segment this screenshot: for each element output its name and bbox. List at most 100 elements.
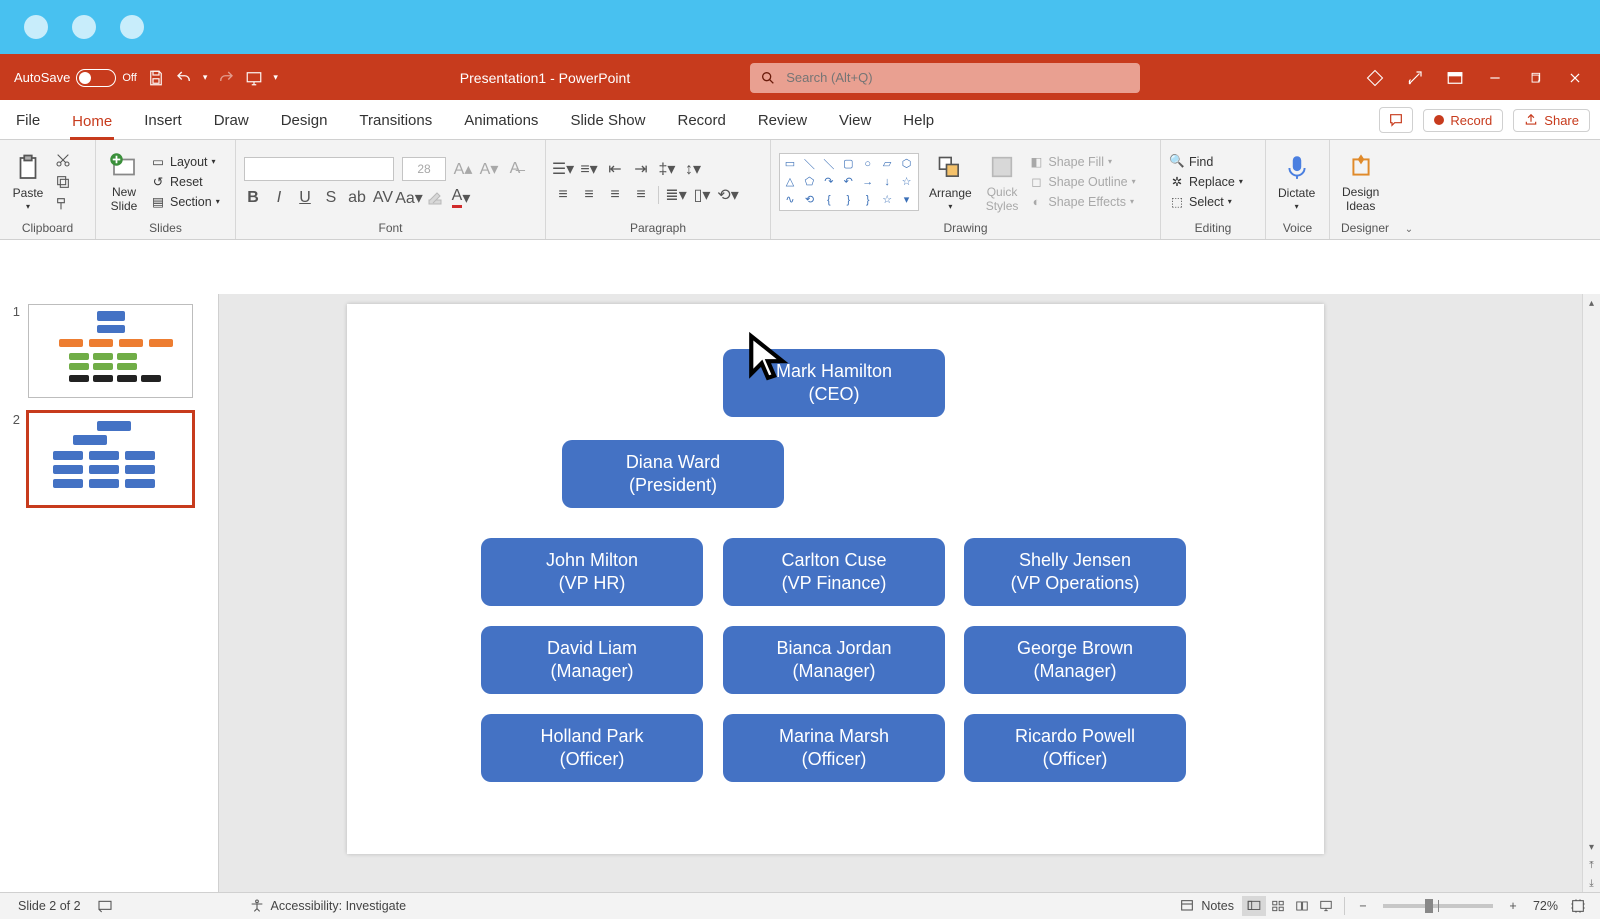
save-icon[interactable] <box>147 69 165 87</box>
tab-review[interactable]: Review <box>756 104 809 139</box>
justify-icon[interactable]: ≡ <box>632 186 650 204</box>
shape-outline-button[interactable]: ◻Shape Outline▾ <box>1028 174 1135 190</box>
tab-view[interactable]: View <box>837 104 873 139</box>
orgchart-node-m3[interactable]: George Brown(Manager) <box>964 626 1186 694</box>
slide-thumbnail-1[interactable] <box>28 304 193 398</box>
tab-insert[interactable]: Insert <box>142 104 184 139</box>
scroll-down-icon[interactable]: ▾ <box>1583 838 1600 856</box>
font-color-icon[interactable]: A▾ <box>452 189 470 207</box>
align-center-icon[interactable]: ≡ <box>580 186 598 204</box>
reset-button[interactable]: ↺Reset <box>150 174 220 190</box>
search-input[interactable] <box>786 70 1130 85</box>
tab-design[interactable]: Design <box>279 104 330 139</box>
char-spacing-icon[interactable]: AV <box>374 189 392 207</box>
redo-icon[interactable] <box>217 69 235 87</box>
clear-format-icon[interactable]: A̶ <box>506 160 524 178</box>
prev-slide-icon[interactable]: ⤒ <box>1583 856 1600 874</box>
mac-traffic-light[interactable] <box>72 15 96 39</box>
zoom-in-icon[interactable]: + <box>1501 896 1525 916</box>
underline-icon[interactable]: U <box>296 189 314 207</box>
find-button[interactable]: 🔍Find <box>1169 154 1243 170</box>
align-left-icon[interactable]: ≡ <box>554 186 572 204</box>
fit-to-window-icon[interactable] <box>1566 896 1590 916</box>
tab-transitions[interactable]: Transitions <box>357 104 434 139</box>
language-icon[interactable] <box>89 898 121 914</box>
orgchart-node-m1[interactable]: David Liam(Manager) <box>481 626 703 694</box>
smartart-icon[interactable]: ⟲▾ <box>719 186 737 204</box>
tab-draw[interactable]: Draw <box>212 104 251 139</box>
numbering-icon[interactable]: ≡▾ <box>580 160 598 178</box>
close-icon[interactable] <box>1566 69 1584 87</box>
arrange-button[interactable]: Arrange▾ <box>925 150 976 213</box>
orgchart-node-m2[interactable]: Bianca Jordan(Manager) <box>723 626 945 694</box>
align-right-icon[interactable]: ≡ <box>606 186 624 204</box>
minimize-icon[interactable] <box>1486 69 1504 87</box>
bullets-icon[interactable]: ☰▾ <box>554 160 572 178</box>
line-spacing-icon[interactable]: ‡▾ <box>658 160 676 178</box>
align-text-icon[interactable]: ▯▾ <box>693 186 711 204</box>
grow-font-icon[interactable]: A▴ <box>454 160 472 178</box>
next-slide-icon[interactable]: ⤓ <box>1583 874 1600 892</box>
text-direction-icon[interactable]: ↕▾ <box>684 160 702 178</box>
tab-record[interactable]: Record <box>675 104 727 139</box>
layout-button[interactable]: ▭Layout▾ <box>150 154 220 170</box>
search-box[interactable] <box>750 63 1140 93</box>
tab-home[interactable]: Home <box>70 105 114 140</box>
orgchart-node-vp3[interactable]: Shelly Jensen(VP Operations) <box>964 538 1186 606</box>
tab-slideshow[interactable]: Slide Show <box>568 104 647 139</box>
highlight-icon[interactable] <box>426 189 444 207</box>
dec-indent-icon[interactable]: ⇤ <box>606 160 624 178</box>
orgchart-node-vp1[interactable]: John Milton(VP HR) <box>481 538 703 606</box>
ribbon-mode-icon[interactable] <box>1446 69 1464 87</box>
diamond-icon[interactable] <box>1366 69 1384 87</box>
slide-editor[interactable]: Mark Hamilton(CEO) Diana Ward(President) J… <box>219 294 1582 892</box>
new-slide-button[interactable]: New Slide <box>104 149 144 215</box>
quick-styles-button[interactable]: Quick Styles <box>982 149 1023 215</box>
orgchart-node-ceo[interactable]: Mark Hamilton(CEO) <box>723 349 945 417</box>
orgchart-node-vp2[interactable]: Carlton Cuse(VP Finance) <box>723 538 945 606</box>
dictate-button[interactable]: Dictate▾ <box>1274 150 1319 213</box>
mac-traffic-light[interactable] <box>120 15 144 39</box>
slideshow-view-icon[interactable] <box>1314 896 1338 916</box>
font-name-input[interactable] <box>244 157 394 181</box>
section-button[interactable]: ▤Section▾ <box>150 194 220 210</box>
strike-icon[interactable]: S <box>322 189 340 207</box>
tab-file[interactable]: File <box>14 104 42 139</box>
cut-icon[interactable] <box>54 151 72 169</box>
italic-icon[interactable]: I <box>270 189 288 207</box>
collapse-ribbon-icon[interactable]: ⌄ <box>1400 140 1418 239</box>
inc-indent-icon[interactable]: ⇥ <box>632 160 650 178</box>
from-beginning-icon[interactable] <box>245 69 263 87</box>
shadow-icon[interactable]: ab <box>348 189 366 207</box>
mac-traffic-light[interactable] <box>24 15 48 39</box>
select-button[interactable]: ⬚Select▾ <box>1169 194 1243 210</box>
columns-icon[interactable]: ≣▾ <box>667 186 685 204</box>
restore-icon[interactable] <box>1526 69 1544 87</box>
reading-view-icon[interactable] <box>1290 896 1314 916</box>
orgchart-node-president[interactable]: Diana Ward(President) <box>562 440 784 508</box>
shape-fill-button[interactable]: ◧Shape Fill▾ <box>1028 154 1135 170</box>
autosave-toggle[interactable]: AutoSave Off <box>14 69 137 87</box>
orgchart-node-o3[interactable]: Ricardo Powell(Officer) <box>964 714 1186 782</box>
copy-icon[interactable] <box>54 173 72 191</box>
tab-help[interactable]: Help <box>901 104 936 139</box>
vertical-scrollbar[interactable]: ▴ ▾ ⤒ ⤓ <box>1582 294 1600 892</box>
slide-counter[interactable]: Slide 2 of 2 <box>10 899 89 913</box>
accessibility-status[interactable]: Accessibility: Investigate <box>241 898 414 914</box>
bold-icon[interactable]: B <box>244 189 262 207</box>
shape-effects-button[interactable]: ◐Shape Effects▾ <box>1028 194 1135 210</box>
shapes-gallery[interactable]: ▭＼＼▢○▱⬡ △⬠↷↶→↓☆ ∿⟲{}}☆▾ <box>779 153 919 211</box>
sorter-view-icon[interactable] <box>1266 896 1290 916</box>
design-ideas-button[interactable]: Design Ideas <box>1338 149 1383 215</box>
coming-soon-icon[interactable] <box>1406 69 1424 87</box>
zoom-out-icon[interactable]: − <box>1351 896 1375 916</box>
zoom-slider[interactable] <box>1383 904 1493 908</box>
normal-view-icon[interactable] <box>1242 896 1266 916</box>
zoom-value[interactable]: 72% <box>1525 899 1566 913</box>
slide-canvas[interactable]: Mark Hamilton(CEO) Diana Ward(President) J… <box>347 304 1324 854</box>
change-case-icon[interactable]: Aa▾ <box>400 189 418 207</box>
comments-button[interactable] <box>1379 107 1413 133</box>
slide-thumbnail-2[interactable] <box>28 412 193 506</box>
replace-button[interactable]: ✲Replace▾ <box>1169 174 1243 190</box>
scroll-up-icon[interactable]: ▴ <box>1583 294 1600 312</box>
